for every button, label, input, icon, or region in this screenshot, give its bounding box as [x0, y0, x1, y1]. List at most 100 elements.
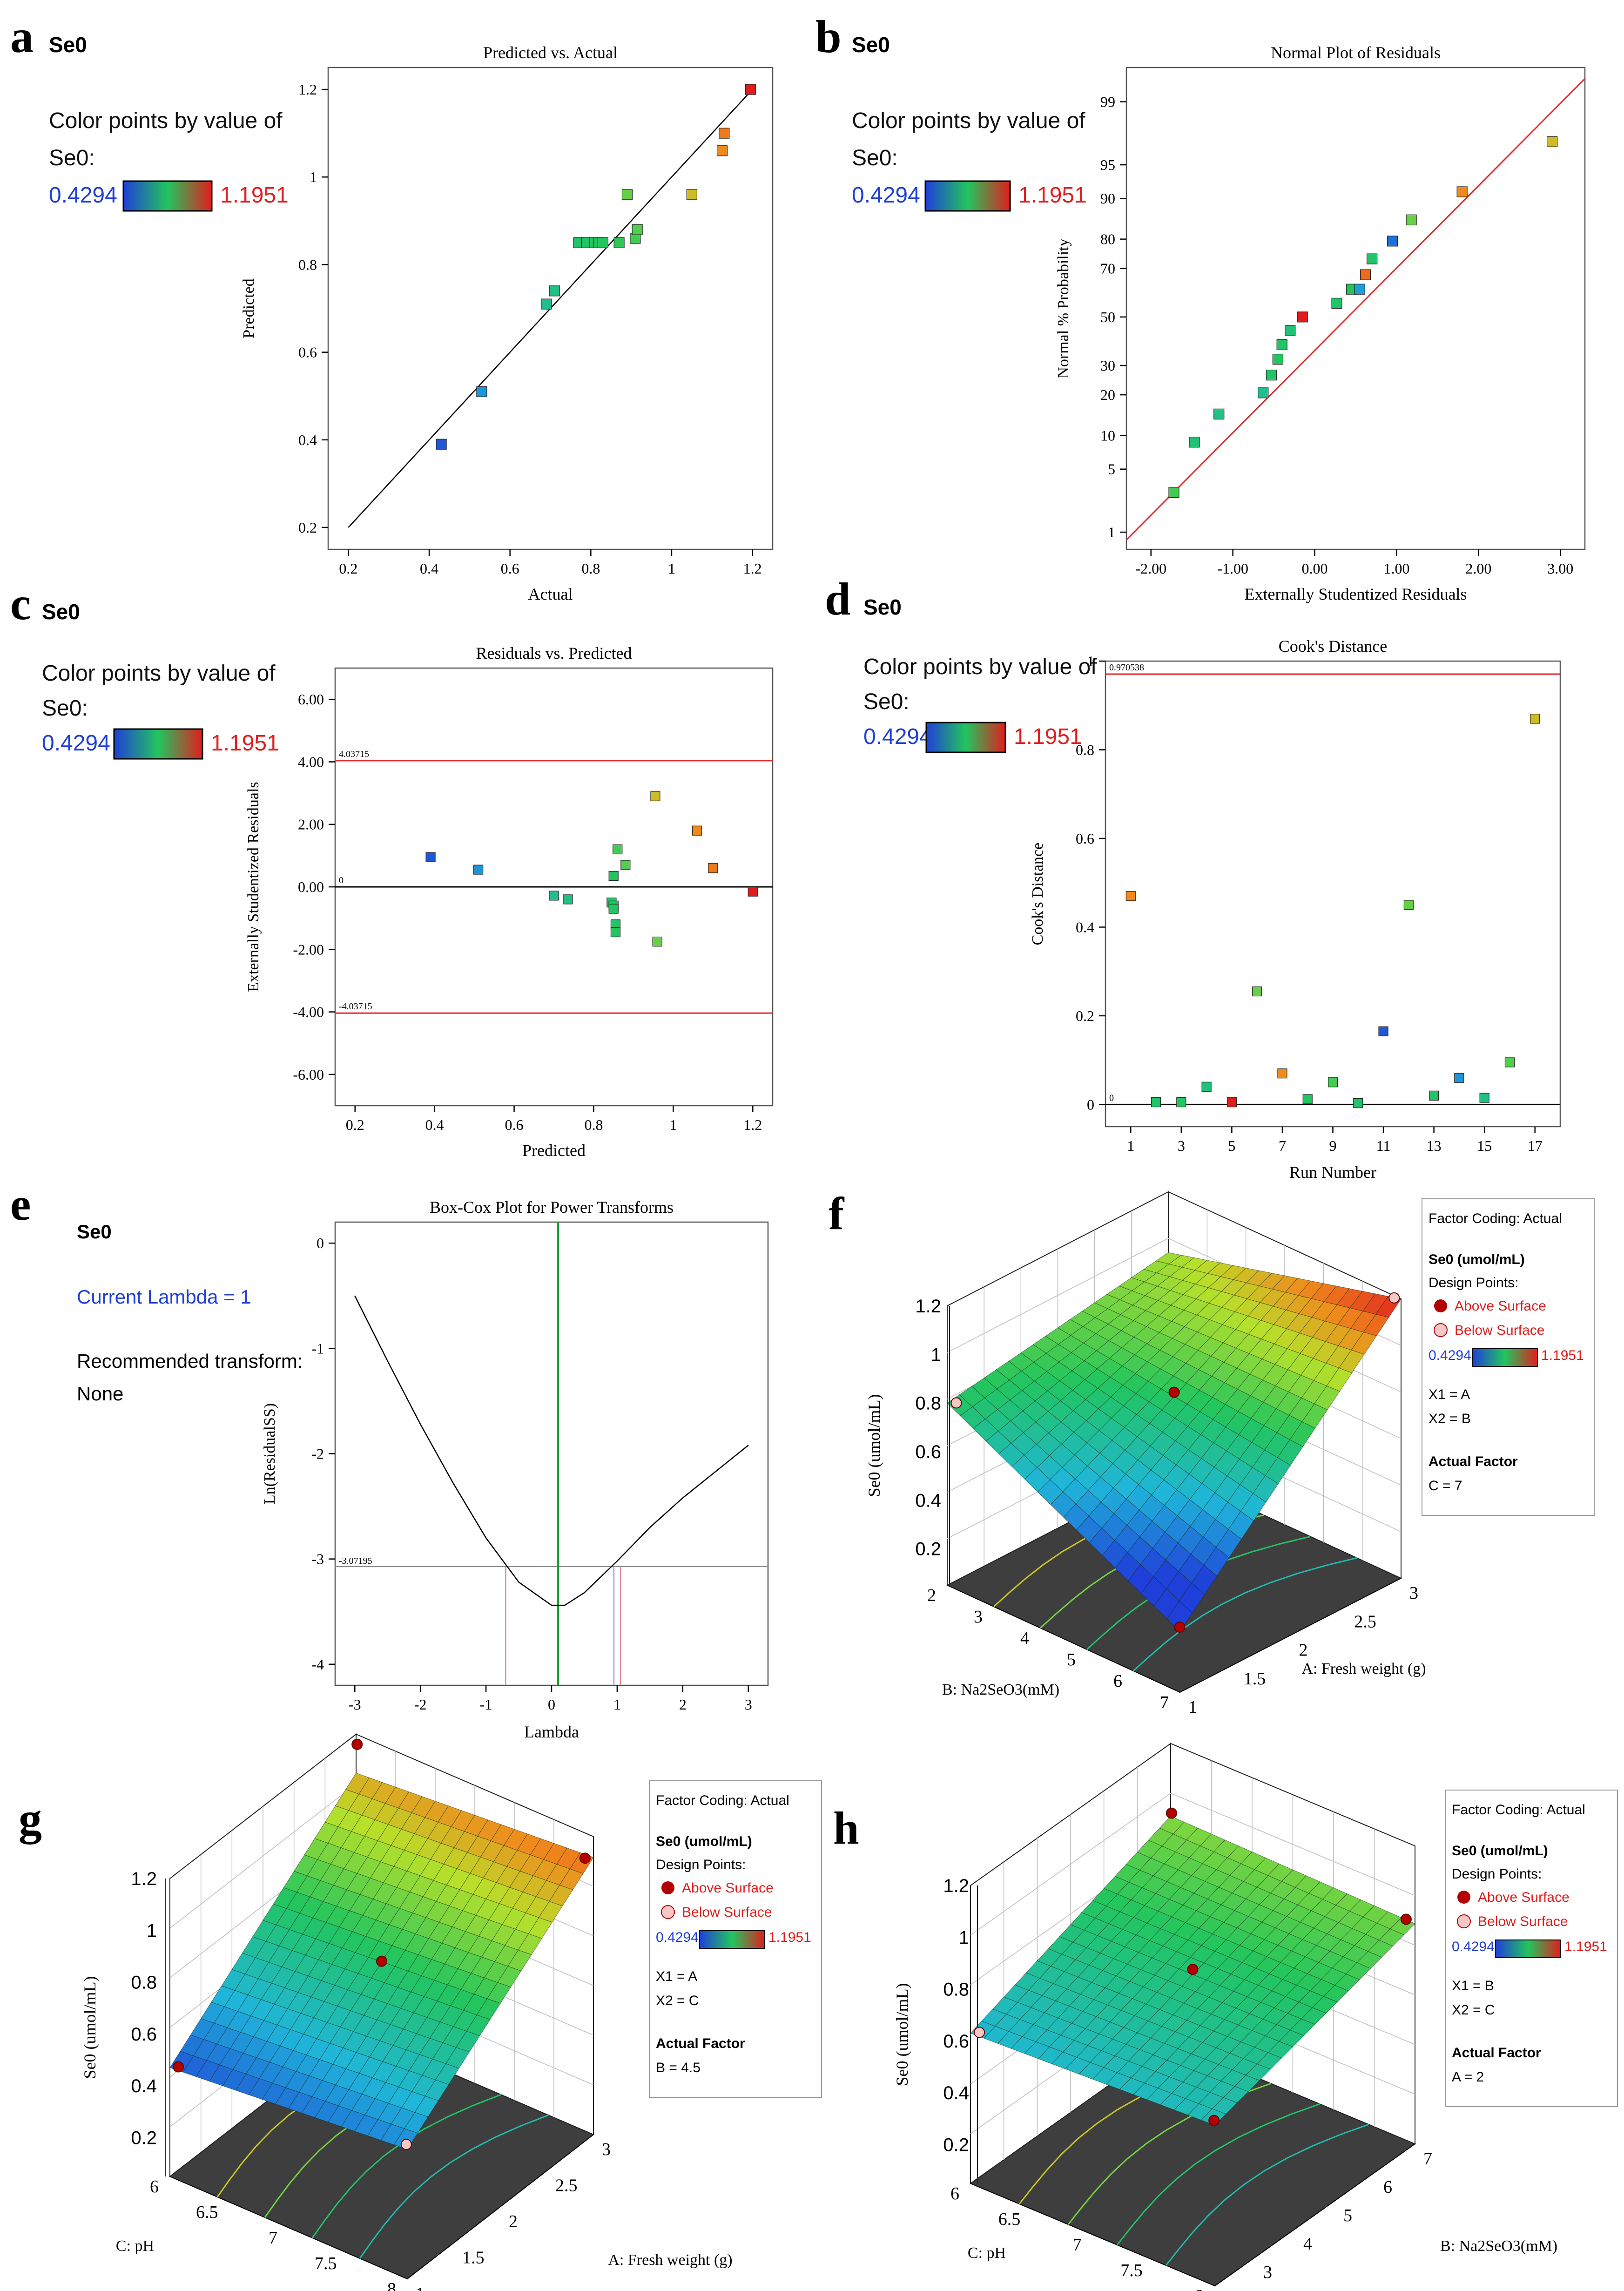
- data-point: [476, 386, 487, 397]
- y-tick-label: 0.8: [1076, 741, 1094, 758]
- y-tick-label: -2.00: [293, 941, 324, 958]
- y-tick-label: 50: [1100, 309, 1115, 325]
- data-point: [1176, 1097, 1186, 1108]
- data-point: [1252, 986, 1262, 997]
- x1-tick-label: 6: [1113, 1671, 1122, 1691]
- x1-axis-label: C: pH: [116, 2237, 154, 2255]
- x2-axis-label: A: Fresh weight (g): [1301, 1660, 1426, 1677]
- x1-tick-label: 6.5: [196, 2203, 218, 2222]
- data-point: [1504, 1057, 1515, 1068]
- x-tick-label: 0.2: [339, 560, 357, 577]
- legend-min: 0.4294: [863, 724, 932, 749]
- legend-max: 1.1951: [1541, 1348, 1584, 1363]
- data-point: [608, 871, 619, 881]
- y-tick-label: 30: [1100, 357, 1115, 374]
- panel-label-g: g: [19, 1793, 42, 1845]
- z-tick-label: 0.6: [915, 1442, 941, 1462]
- x-tick-label: 1: [613, 1696, 621, 1713]
- legend-variable: Se0:: [852, 146, 898, 170]
- x1-tick-label: 8: [1195, 2286, 1204, 2291]
- legend-max: 1.1951: [1014, 724, 1082, 749]
- legend-max: 1.1951: [1564, 1939, 1607, 1954]
- x-tick-label: 1: [668, 560, 675, 577]
- data-point: [719, 128, 730, 139]
- data-point: [608, 904, 619, 914]
- data-point: [1266, 370, 1277, 381]
- chart-title: Residuals vs. Predicted: [476, 644, 632, 662]
- legend-title: Color points by value of: [49, 108, 283, 133]
- data-point: [1328, 1077, 1338, 1088]
- x-tick-label: 0: [548, 1696, 555, 1713]
- chart-title: Cook's Distance: [1279, 637, 1387, 656]
- above-surface-label: Above Surface: [1455, 1298, 1546, 1314]
- data-point: [748, 886, 758, 897]
- chart-title: Normal Plot of Residuals: [1271, 43, 1441, 62]
- data-point: [1285, 325, 1296, 336]
- data-point: [1547, 136, 1558, 147]
- design-point: [1187, 1964, 1199, 1975]
- floor-contour: [1165, 2123, 1369, 2266]
- x-tick-label: -1: [480, 1696, 492, 1713]
- legend-title: Color points by value of: [42, 661, 276, 686]
- data-point: [549, 285, 560, 297]
- data-point: [1201, 1081, 1212, 1092]
- x1-tick-label: 2: [927, 1586, 936, 1605]
- y-tick-label: 6.00: [298, 691, 324, 708]
- design-point: [351, 1738, 363, 1750]
- design-point: [376, 1955, 387, 1967]
- data-point: [436, 439, 447, 450]
- data-point: [613, 844, 623, 855]
- above-surface-marker: [661, 1881, 674, 1894]
- x1-axis-label: B: Na2SeO3(mM): [942, 1681, 1059, 1698]
- design-points-label: Design Points:: [1452, 1866, 1542, 1882]
- panel-subtitle: Se0: [49, 33, 87, 57]
- x-tick-label: 0.4: [420, 560, 438, 577]
- recommended-value: None: [77, 1383, 123, 1405]
- x-tick-label: 3.00: [1547, 560, 1573, 577]
- color-scale-bar: [924, 180, 1011, 212]
- data-point: [1277, 1068, 1287, 1079]
- legend-variable: Se0:: [49, 146, 95, 170]
- x1-assignment: X1 = B: [1452, 1978, 1494, 1994]
- limit-label: 0.970538: [1109, 662, 1144, 673]
- y-axis-label: Predicted: [240, 278, 257, 338]
- response-name: Se0 (umol/mL): [1429, 1252, 1525, 1267]
- data-point: [1272, 353, 1284, 365]
- x-tick-label: 1: [1127, 1137, 1134, 1154]
- legend-max: 1.1951: [768, 1930, 811, 1945]
- z-tick-label: 1.2: [915, 1296, 941, 1317]
- data-point: [541, 298, 552, 310]
- x-tick-label: 1.00: [1383, 560, 1409, 577]
- below-surface-label: Below Surface: [1455, 1323, 1544, 1338]
- z-axis-label: Se0 (umol/mL): [865, 1394, 883, 1497]
- data-point: [610, 927, 621, 937]
- y-tick-label: 1.2: [298, 81, 317, 98]
- floor-contour: [1132, 1557, 1357, 1672]
- data-point: [1403, 900, 1414, 910]
- data-point: [597, 237, 608, 248]
- data-point: [1226, 1097, 1237, 1108]
- x2-tick-label: 3: [602, 2140, 611, 2159]
- color-scale-bar: [1472, 1348, 1538, 1367]
- y-tick-label: 10: [1100, 427, 1115, 444]
- floor-contour: [311, 2094, 501, 2238]
- z-tick-label: 0.2: [131, 2128, 157, 2149]
- data-point: [1151, 1097, 1161, 1108]
- z-tick-label: 1.2: [131, 1869, 157, 1889]
- design-point: [1400, 1913, 1412, 1925]
- x2-tick-label: 2: [509, 2212, 518, 2231]
- actual-factor-value: B = 4.5: [656, 2060, 701, 2075]
- design-point: [579, 1852, 591, 1864]
- y-tick-label: 0.00: [298, 879, 324, 895]
- x1-assignment: X1 = A: [1429, 1387, 1470, 1402]
- x2-axis-label: B: Na2SeO3(mM): [1440, 2237, 1557, 2255]
- y-tick-label: 1: [310, 169, 317, 185]
- data-point: [1297, 311, 1308, 323]
- legend-variable: Se0:: [863, 689, 910, 714]
- x-tick-label: 0.6: [501, 560, 519, 577]
- panel-c: Se0 Color points by value of Se0: 0.4294 1.1…: [42, 600, 774, 1160]
- current-lambda: Current Lambda = 1: [77, 1286, 251, 1308]
- design-point: [400, 2139, 412, 2150]
- floor-contour: [359, 2114, 549, 2259]
